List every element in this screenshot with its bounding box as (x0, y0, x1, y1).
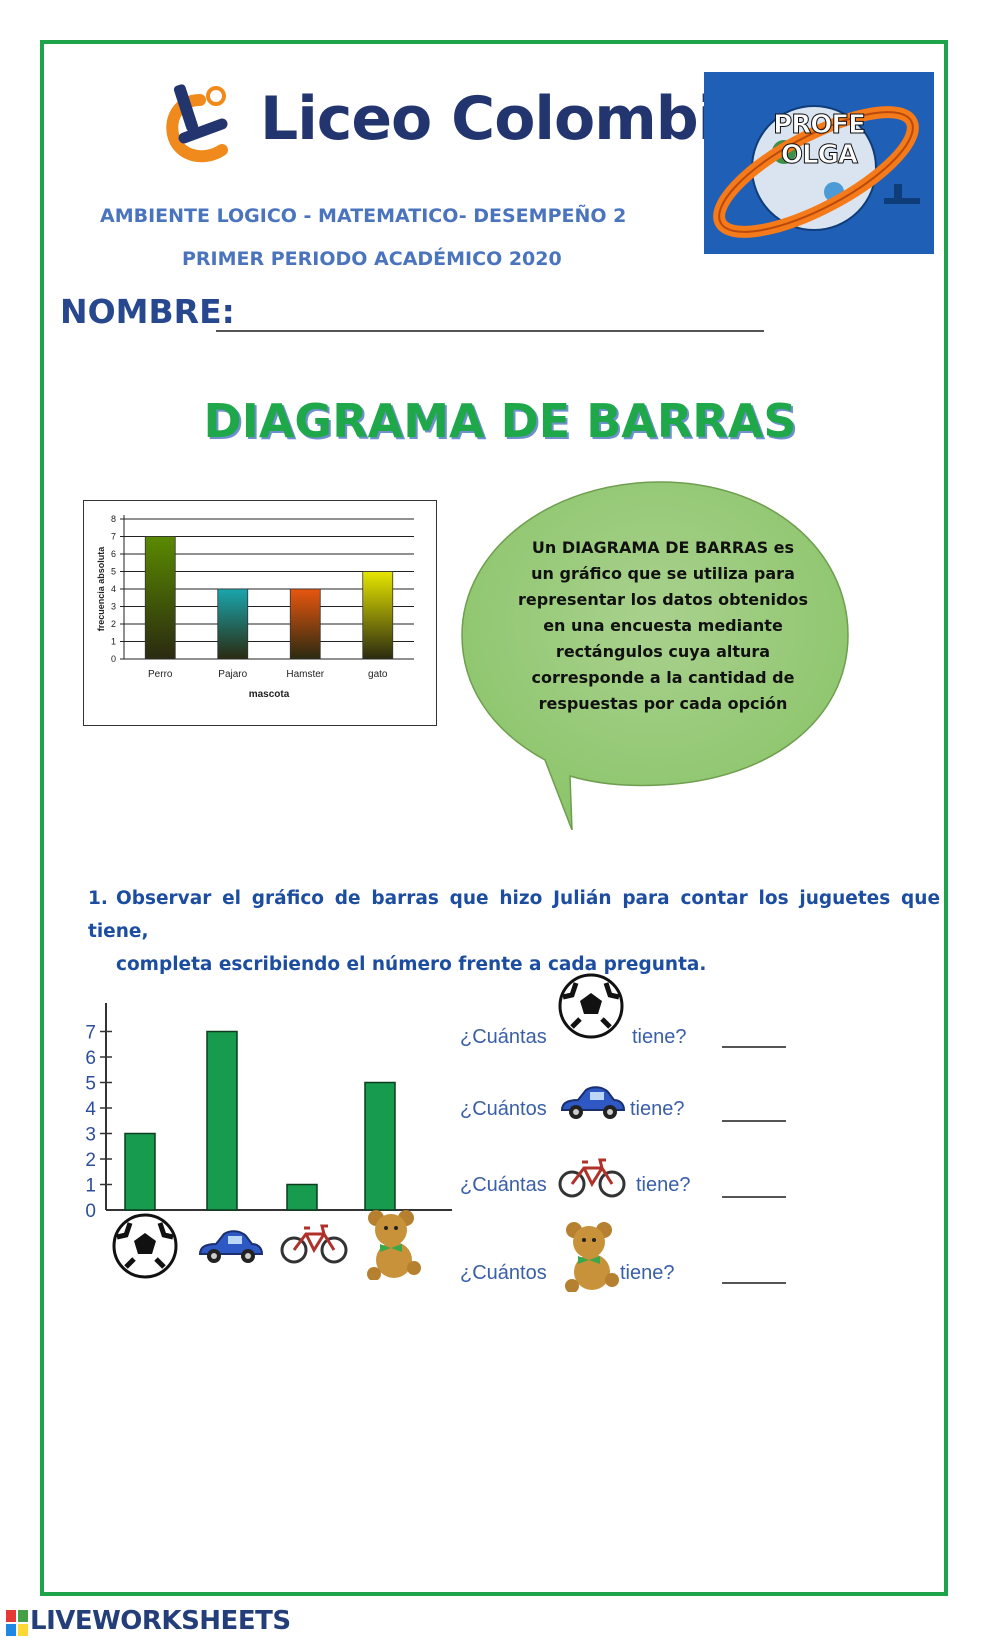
x-axis-label: mascota (249, 689, 290, 700)
school-name: Liceo Colombia (260, 84, 758, 154)
x-tick-label: Perro (148, 669, 173, 680)
bar-perro (144, 536, 176, 660)
school-logo: Liceo Colombia (160, 80, 758, 170)
y-tick-label: 6 (111, 549, 116, 559)
speech-bubble (461, 481, 849, 830)
car-icon (560, 1086, 626, 1119)
page-title: DIAGRAMA DE BARRAS (203, 394, 797, 448)
question-number: 1. (88, 888, 108, 909)
bar-pajaro (217, 588, 249, 660)
subtitle-line2: PRIMER PERIODO ACADÉMICO 2020 (182, 248, 562, 270)
definition-text: Un DIAGRAMA DE BARRAS es un gráfico que … (518, 538, 808, 713)
school-emblem-icon (166, 84, 228, 163)
question-prefix: ¿Cuántos (460, 1262, 547, 1284)
y-tick-label: 7 (85, 1023, 96, 1044)
bar-gato (362, 571, 394, 660)
y-tick-label: 0 (85, 1201, 96, 1222)
bar-hamster (289, 588, 321, 660)
y-tick-label: 5 (111, 567, 116, 577)
y-tick-label: 1 (85, 1176, 96, 1197)
subtitle-line1: AMBIENTE LOGICO - MATEMATICO- DESEMPEÑO … (100, 205, 627, 227)
y-tick-label: 2 (111, 619, 116, 629)
name-label: NOMBRE: (60, 292, 235, 331)
question-suffix: tiene? (636, 1174, 691, 1196)
y-tick-label: 4 (85, 1099, 96, 1120)
y-tick-label: 5 (85, 1074, 96, 1095)
answer-field-3[interactable] (722, 1196, 786, 1198)
y-tick-label: 0 (111, 654, 116, 664)
x-tick-label: Pajaro (218, 669, 247, 680)
badge-line2: OLGA (780, 140, 858, 171)
y-tick-label: 2 (85, 1150, 96, 1171)
teddy-bear-icon (565, 1222, 619, 1292)
question-line2: completa escribiendo el número frente a … (116, 954, 707, 975)
bar-soccer-ball (124, 1132, 156, 1211)
badge-line1: PROFE (773, 110, 867, 141)
car-icon (198, 1230, 264, 1263)
liveworksheets-logo-icon (6, 1610, 28, 1636)
bar-bicycle (286, 1183, 318, 1211)
page-border (40, 40, 948, 1596)
question-suffix: tiene? (630, 1098, 685, 1120)
question-instructions: 1. Observar el gráfico de barras que hizo… (88, 882, 940, 981)
y-tick-label: 7 (111, 532, 116, 542)
soccer-ball-icon (112, 1213, 178, 1279)
bicycle-icon (280, 1224, 348, 1264)
y-tick-label: 1 (111, 637, 116, 647)
y-tick-label: 3 (111, 602, 116, 612)
y-tick-label: 8 (111, 514, 116, 524)
y-tick-label: 4 (111, 584, 116, 594)
y-axis-label: frecuencia absoluta (96, 546, 106, 632)
answer-field-2[interactable] (722, 1120, 786, 1122)
planet-icon (713, 105, 920, 238)
question-prefix: ¿Cuántas (460, 1174, 547, 1196)
bar-car (206, 1030, 238, 1211)
y-tick-label: 6 (85, 1048, 96, 1069)
profe-olga-badge: PROFE OLGA (704, 72, 934, 254)
x-tick-label: gato (368, 669, 388, 680)
x-tick-label: Hamster (286, 669, 324, 680)
question-suffix: tiene? (620, 1262, 675, 1284)
bicycle-icon (558, 1158, 626, 1198)
name-field[interactable] (216, 330, 764, 332)
toy-bar-chart: 0 1 2 3 4 5 6 7 (80, 995, 470, 1305)
question-prefix: ¿Cuántos (460, 1098, 547, 1120)
bar-teddy-bear (364, 1081, 396, 1211)
answer-field-4[interactable] (722, 1282, 786, 1284)
footer-brand: LIVEWORKSHEETS (30, 1606, 291, 1636)
y-tick-label: 3 (85, 1125, 96, 1146)
question-prefix: ¿Cuántas (460, 1026, 547, 1048)
answer-field-1[interactable] (722, 1046, 786, 1048)
example-bar-chart: 0 1 2 3 4 5 6 7 8 Perro Pajaro Hamster gato mascota fr… (83, 500, 437, 726)
question-line1: Observar el gráfico de barras que hizo J… (88, 888, 940, 942)
soccer-ball-icon (558, 973, 624, 1039)
question-suffix: tiene? (632, 1026, 687, 1048)
teddy-bear-icon (367, 1210, 421, 1280)
